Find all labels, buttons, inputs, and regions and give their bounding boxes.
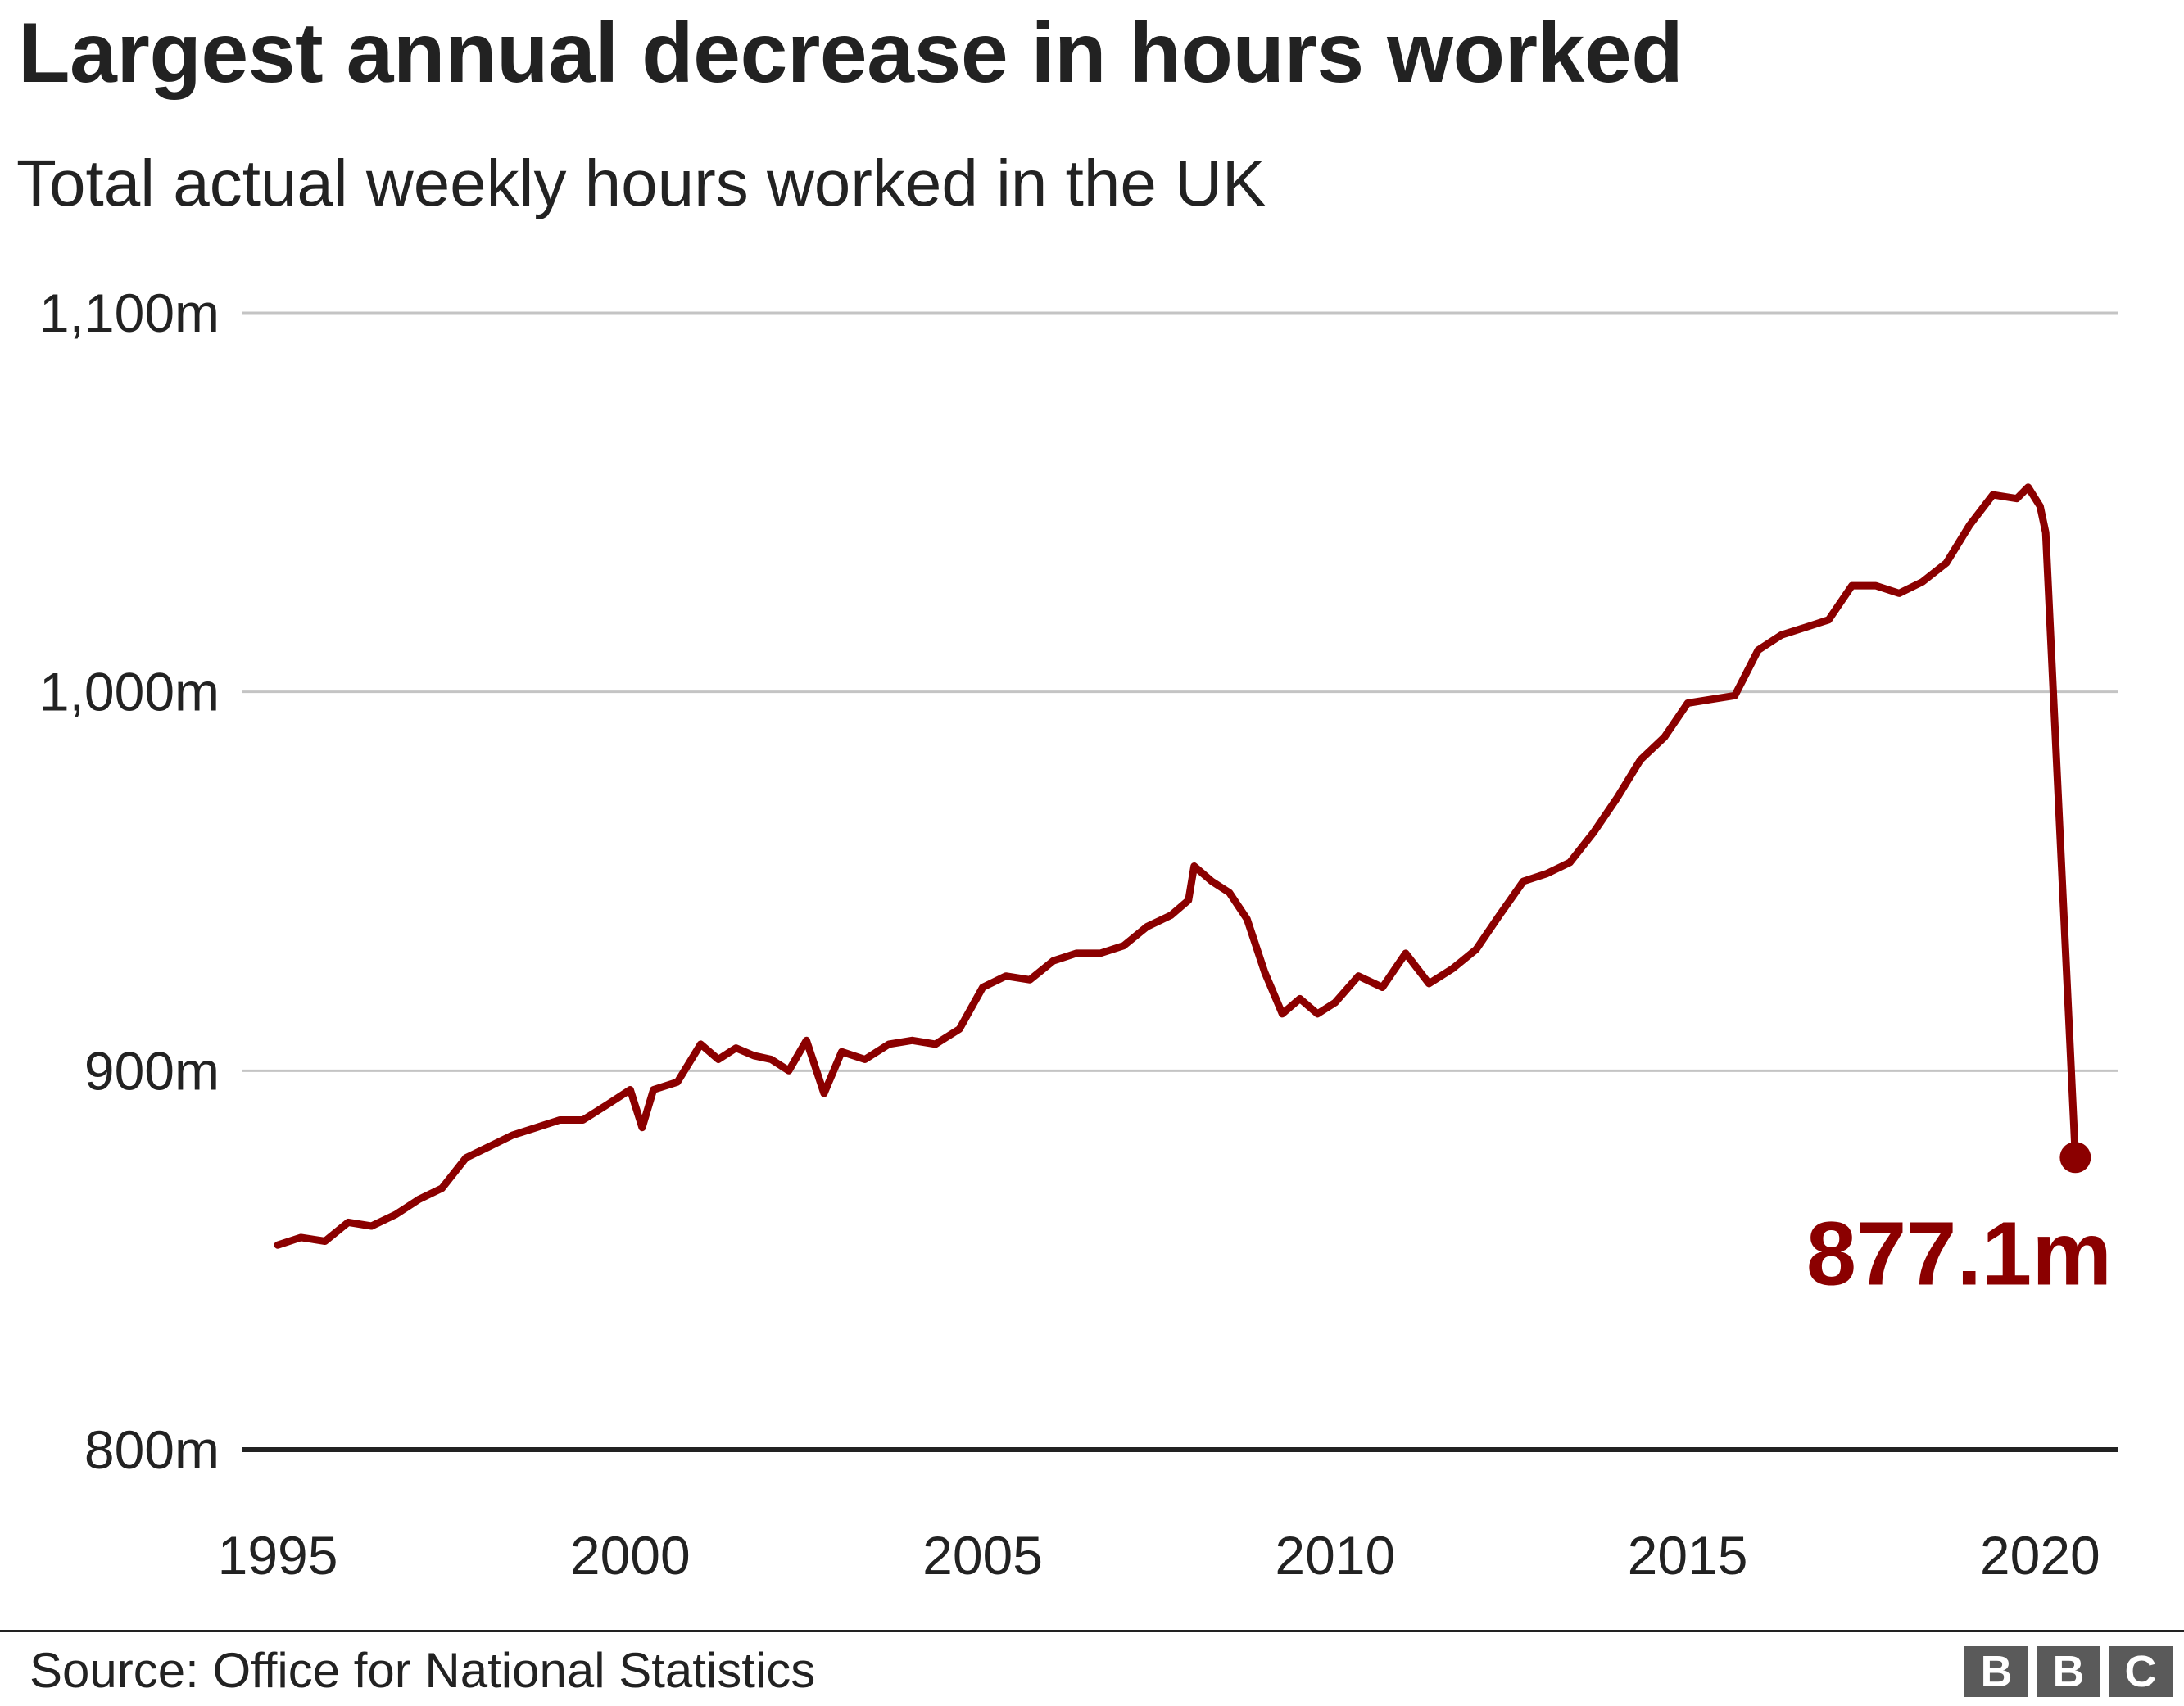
y-tick-label: 900m	[84, 1040, 220, 1101]
line-chart: 800m 900m 1,000m 1,100m 1995 2000 2005 2010 201…	[39, 283, 2118, 1586]
y-tick-label: 800m	[84, 1419, 220, 1480]
x-axis-ticks: 1995 2000 2005 2010 2015 2020	[218, 1525, 2100, 1586]
y-axis-ticks: 800m 900m 1,000m 1,100m	[39, 283, 220, 1480]
y-tick-label: 1,000m	[39, 662, 220, 722]
logo-letter-b2: B	[2037, 1646, 2100, 1697]
series-lines	[274, 483, 2079, 1249]
x-tick-label: 2010	[1275, 1525, 1395, 1586]
x-tick-label: 2000	[570, 1525, 691, 1586]
footer-divider	[0, 1630, 2184, 1632]
series-line	[274, 483, 2079, 1249]
y-tick-label: 1,100m	[39, 283, 220, 343]
bbc-logo: B B C	[1964, 1646, 2173, 1697]
x-tick-label: 2005	[922, 1525, 1043, 1586]
x-tick-label: 2015	[1628, 1525, 1748, 1586]
logo-letter-c: C	[2109, 1646, 2173, 1697]
chart-title: Largest annual decrease in hours worked	[18, 6, 1683, 101]
x-tick-label: 2020	[1980, 1525, 2100, 1586]
gridlines	[242, 311, 2118, 1452]
end-point-marker	[2059, 1142, 2091, 1174]
chart-subtitle: Total actual weekly hours worked in the …	[16, 147, 1266, 219]
x-tick-label: 1995	[218, 1525, 338, 1586]
logo-letter-b1: B	[1964, 1646, 2028, 1697]
source-note: Source: Office for National Statistics	[29, 1643, 816, 1698]
end-value-label: 877.1m	[1806, 1203, 2112, 1304]
annotation: 877.1m	[1806, 1142, 2112, 1304]
